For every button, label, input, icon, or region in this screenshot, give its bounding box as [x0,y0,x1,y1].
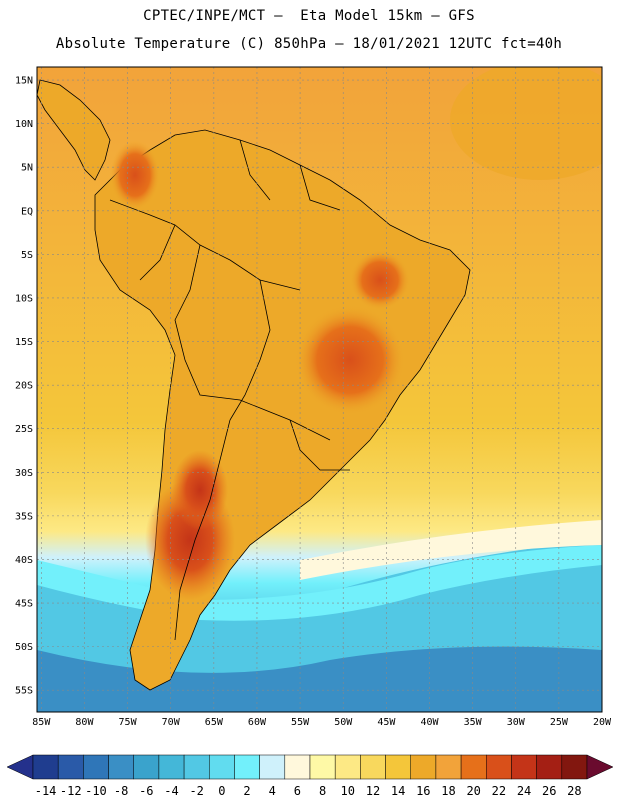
mild-band [300,520,602,580]
colorbar-label: 10 [341,784,355,798]
colorbar-label: 18 [441,784,455,798]
colorbar-swatch [385,754,411,780]
lon-tick-label: 85W [32,717,51,728]
colorbar-swatch [460,754,487,780]
lon-tick-label: 70W [162,717,181,728]
colorbar-swatch [309,754,336,780]
colorbar-swatch [158,754,185,780]
country-borders [109,139,350,641]
lat-tick-label: 5S [21,250,33,261]
colorbar-swatch [284,754,311,780]
lon-tick-label: 65W [205,717,224,728]
colorbar-swatch [511,754,537,780]
lat-tick-label: 55S [15,686,33,697]
colorbar-swatch [183,754,210,780]
grid-lines [37,67,603,712]
lon-tick-label: 45W [377,717,396,728]
colorbar-label: 4 [269,784,276,798]
chart-title-line1: CPTEC/INPE/MCT – Eta Model 15km – GFS [143,8,475,24]
lat-tick-label: 50S [15,642,33,653]
lat-tick-label: 45S [15,599,33,610]
colorbar-swatch [334,754,361,780]
colorbar-under-arrow [6,754,34,780]
colorbar-swatch [435,754,462,780]
latitude-labels: 15N 10N 5N EQ 5S 10S 15S 20S 25S 30S 35S 40S 45S 50S 5… [15,76,33,697]
lat-tick-label: 35S [15,511,33,522]
lat-tick-label: 20S [15,381,33,392]
warm-atlantic-area [450,67,602,180]
colorbar-label: -12 [60,784,82,798]
map-frame [36,66,603,713]
colorbar: -14 -12 -10 -8 -6 -4 -2 0 2 4 6 8 10 12 14 16 18 20 22 24 26… [6,754,614,798]
colorbar-swatch [57,754,84,780]
colorbar-swatch [536,754,563,780]
lat-tick-label: 40S [15,555,33,566]
colorbar-label: -10 [85,784,107,798]
hot-colombia-area [110,140,160,210]
colorbar-swatch [32,754,59,780]
colorbar-label: -6 [139,784,153,798]
lat-tick-label: 10N [15,119,33,130]
colorbar-label: 12 [366,784,380,798]
colorbar-label: 2 [243,784,250,798]
colorbar-label: 24 [517,784,531,798]
colorbar-swatch [486,754,512,780]
colorbar-label: 20 [466,784,480,798]
colorbar-swatch [234,754,260,780]
colorbar-label: 6 [294,784,301,798]
colorbar-label: 26 [542,784,556,798]
lat-tick-label: 30S [15,468,33,479]
colorbar-swatch [209,754,235,780]
colorbar-label: 22 [492,784,506,798]
lat-tick-label: 15N [15,76,33,87]
chart-title-line2: Absolute Temperature (C) 850hPa – 18/01/… [55,36,563,52]
colorbar-label: 14 [391,784,405,798]
colorbar-label: 16 [416,784,430,798]
colorbar-label: -8 [114,784,128,798]
colorbar-swatch [83,754,109,780]
lon-tick-label: 40W [420,717,439,728]
colorbar-swatch [561,754,588,780]
lon-tick-label: 50W [334,717,353,728]
colorbar-over-arrow [586,754,614,780]
colorbar-swatch [360,754,386,780]
colorbar-label: -4 [164,784,178,798]
colorbar-swatch [108,754,134,780]
lat-tick-label: 5N [21,163,33,174]
lon-tick-label: 30W [507,717,526,728]
colorbar-label: 28 [567,784,581,798]
lon-tick-label: 80W [75,717,94,728]
colorbar-label: 0 [218,784,225,798]
colorbar-label: -2 [189,784,203,798]
colorbar-swatch [133,754,160,780]
lat-tick-label: 25S [15,424,33,435]
hot-northeast-area [350,250,410,310]
lon-tick-label: 55W [291,717,310,728]
central-america-land [37,79,111,181]
colorbar-swatch [410,754,437,780]
hot-brazil-area [295,305,405,415]
longitude-labels: 85W 80W 75W 70W 65W 60W 55W 50W 45W 40W 35W 30W 25W 2… [32,717,612,728]
lon-tick-label: 25W [550,717,569,728]
colorbar-swatch [259,754,286,780]
lat-tick-label: 15S [15,337,33,348]
colorbar-label: 8 [319,784,326,798]
hot-argentina-area [172,450,228,530]
map-field [37,67,602,712]
lon-tick-label: 60W [248,717,267,728]
lon-tick-label: 20W [593,717,612,728]
lon-tick-label: 35W [464,717,483,728]
lon-tick-label: 75W [119,717,138,728]
lat-tick-label: EQ [21,206,33,217]
lat-tick-label: 10S [15,293,33,304]
colorbar-label: -14 [35,784,57,798]
cold-south-area [37,646,602,712]
